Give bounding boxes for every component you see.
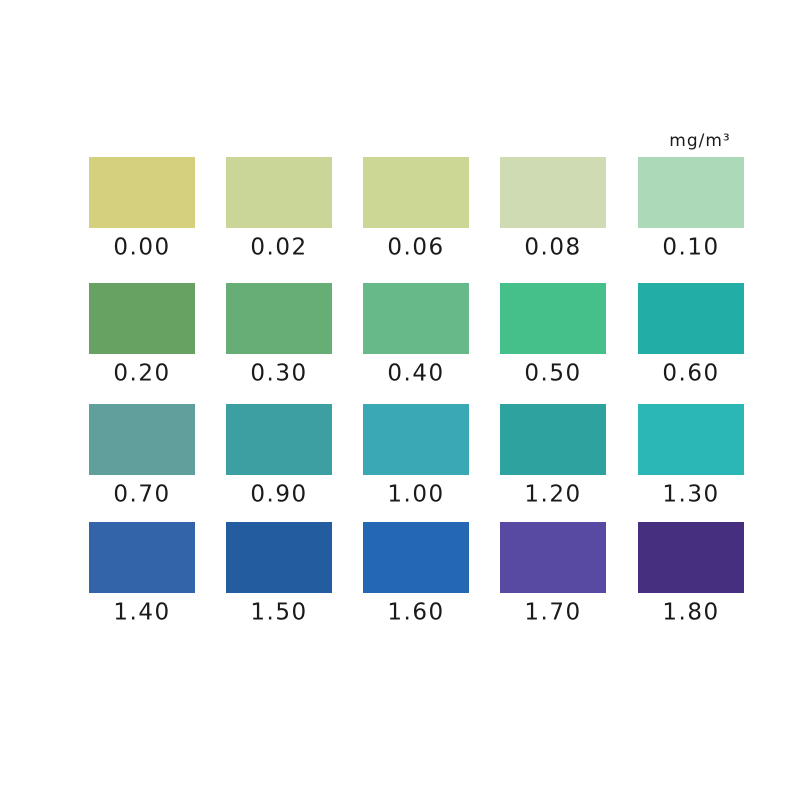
swatch-label: 1.60 xyxy=(387,600,444,626)
swatch-label: 0.30 xyxy=(250,361,307,387)
swatch-label: 0.06 xyxy=(387,235,444,261)
color-swatch xyxy=(638,283,744,354)
swatch-label: 0.20 xyxy=(113,361,170,387)
color-swatch xyxy=(500,404,606,475)
color-swatch xyxy=(89,157,195,228)
swatch-label: 0.60 xyxy=(662,361,719,387)
color-swatch xyxy=(638,404,744,475)
color-swatch xyxy=(638,157,744,228)
swatch-label: 1.80 xyxy=(662,600,719,626)
swatch-label: 0.10 xyxy=(662,235,719,261)
swatch-label: 1.40 xyxy=(113,600,170,626)
swatch-label: 0.70 xyxy=(113,482,170,508)
swatch-label: 0.02 xyxy=(250,235,307,261)
swatch-label: 1.30 xyxy=(662,482,719,508)
swatch-label: 0.00 xyxy=(113,235,170,261)
swatch-label: 0.08 xyxy=(524,235,581,261)
color-swatch xyxy=(363,283,469,354)
swatch-label: 0.40 xyxy=(387,361,444,387)
color-swatch xyxy=(363,522,469,593)
color-swatch xyxy=(226,404,332,475)
color-swatch xyxy=(500,522,606,593)
color-swatch xyxy=(89,404,195,475)
swatch-label: 0.90 xyxy=(250,482,307,508)
color-swatch xyxy=(500,157,606,228)
color-swatch xyxy=(363,404,469,475)
color-swatch xyxy=(226,522,332,593)
swatch-label: 1.70 xyxy=(524,600,581,626)
color-swatch xyxy=(226,157,332,228)
color-swatch xyxy=(226,283,332,354)
swatch-label: 1.20 xyxy=(524,482,581,508)
color-swatch xyxy=(89,283,195,354)
color-swatch xyxy=(89,522,195,593)
swatch-label: 0.50 xyxy=(524,361,581,387)
color-swatch xyxy=(638,522,744,593)
color-swatch xyxy=(500,283,606,354)
swatch-label: 1.50 xyxy=(250,600,307,626)
swatch-label: 1.00 xyxy=(387,482,444,508)
color-swatch xyxy=(363,157,469,228)
unit-label: mg/m³ xyxy=(669,131,730,151)
